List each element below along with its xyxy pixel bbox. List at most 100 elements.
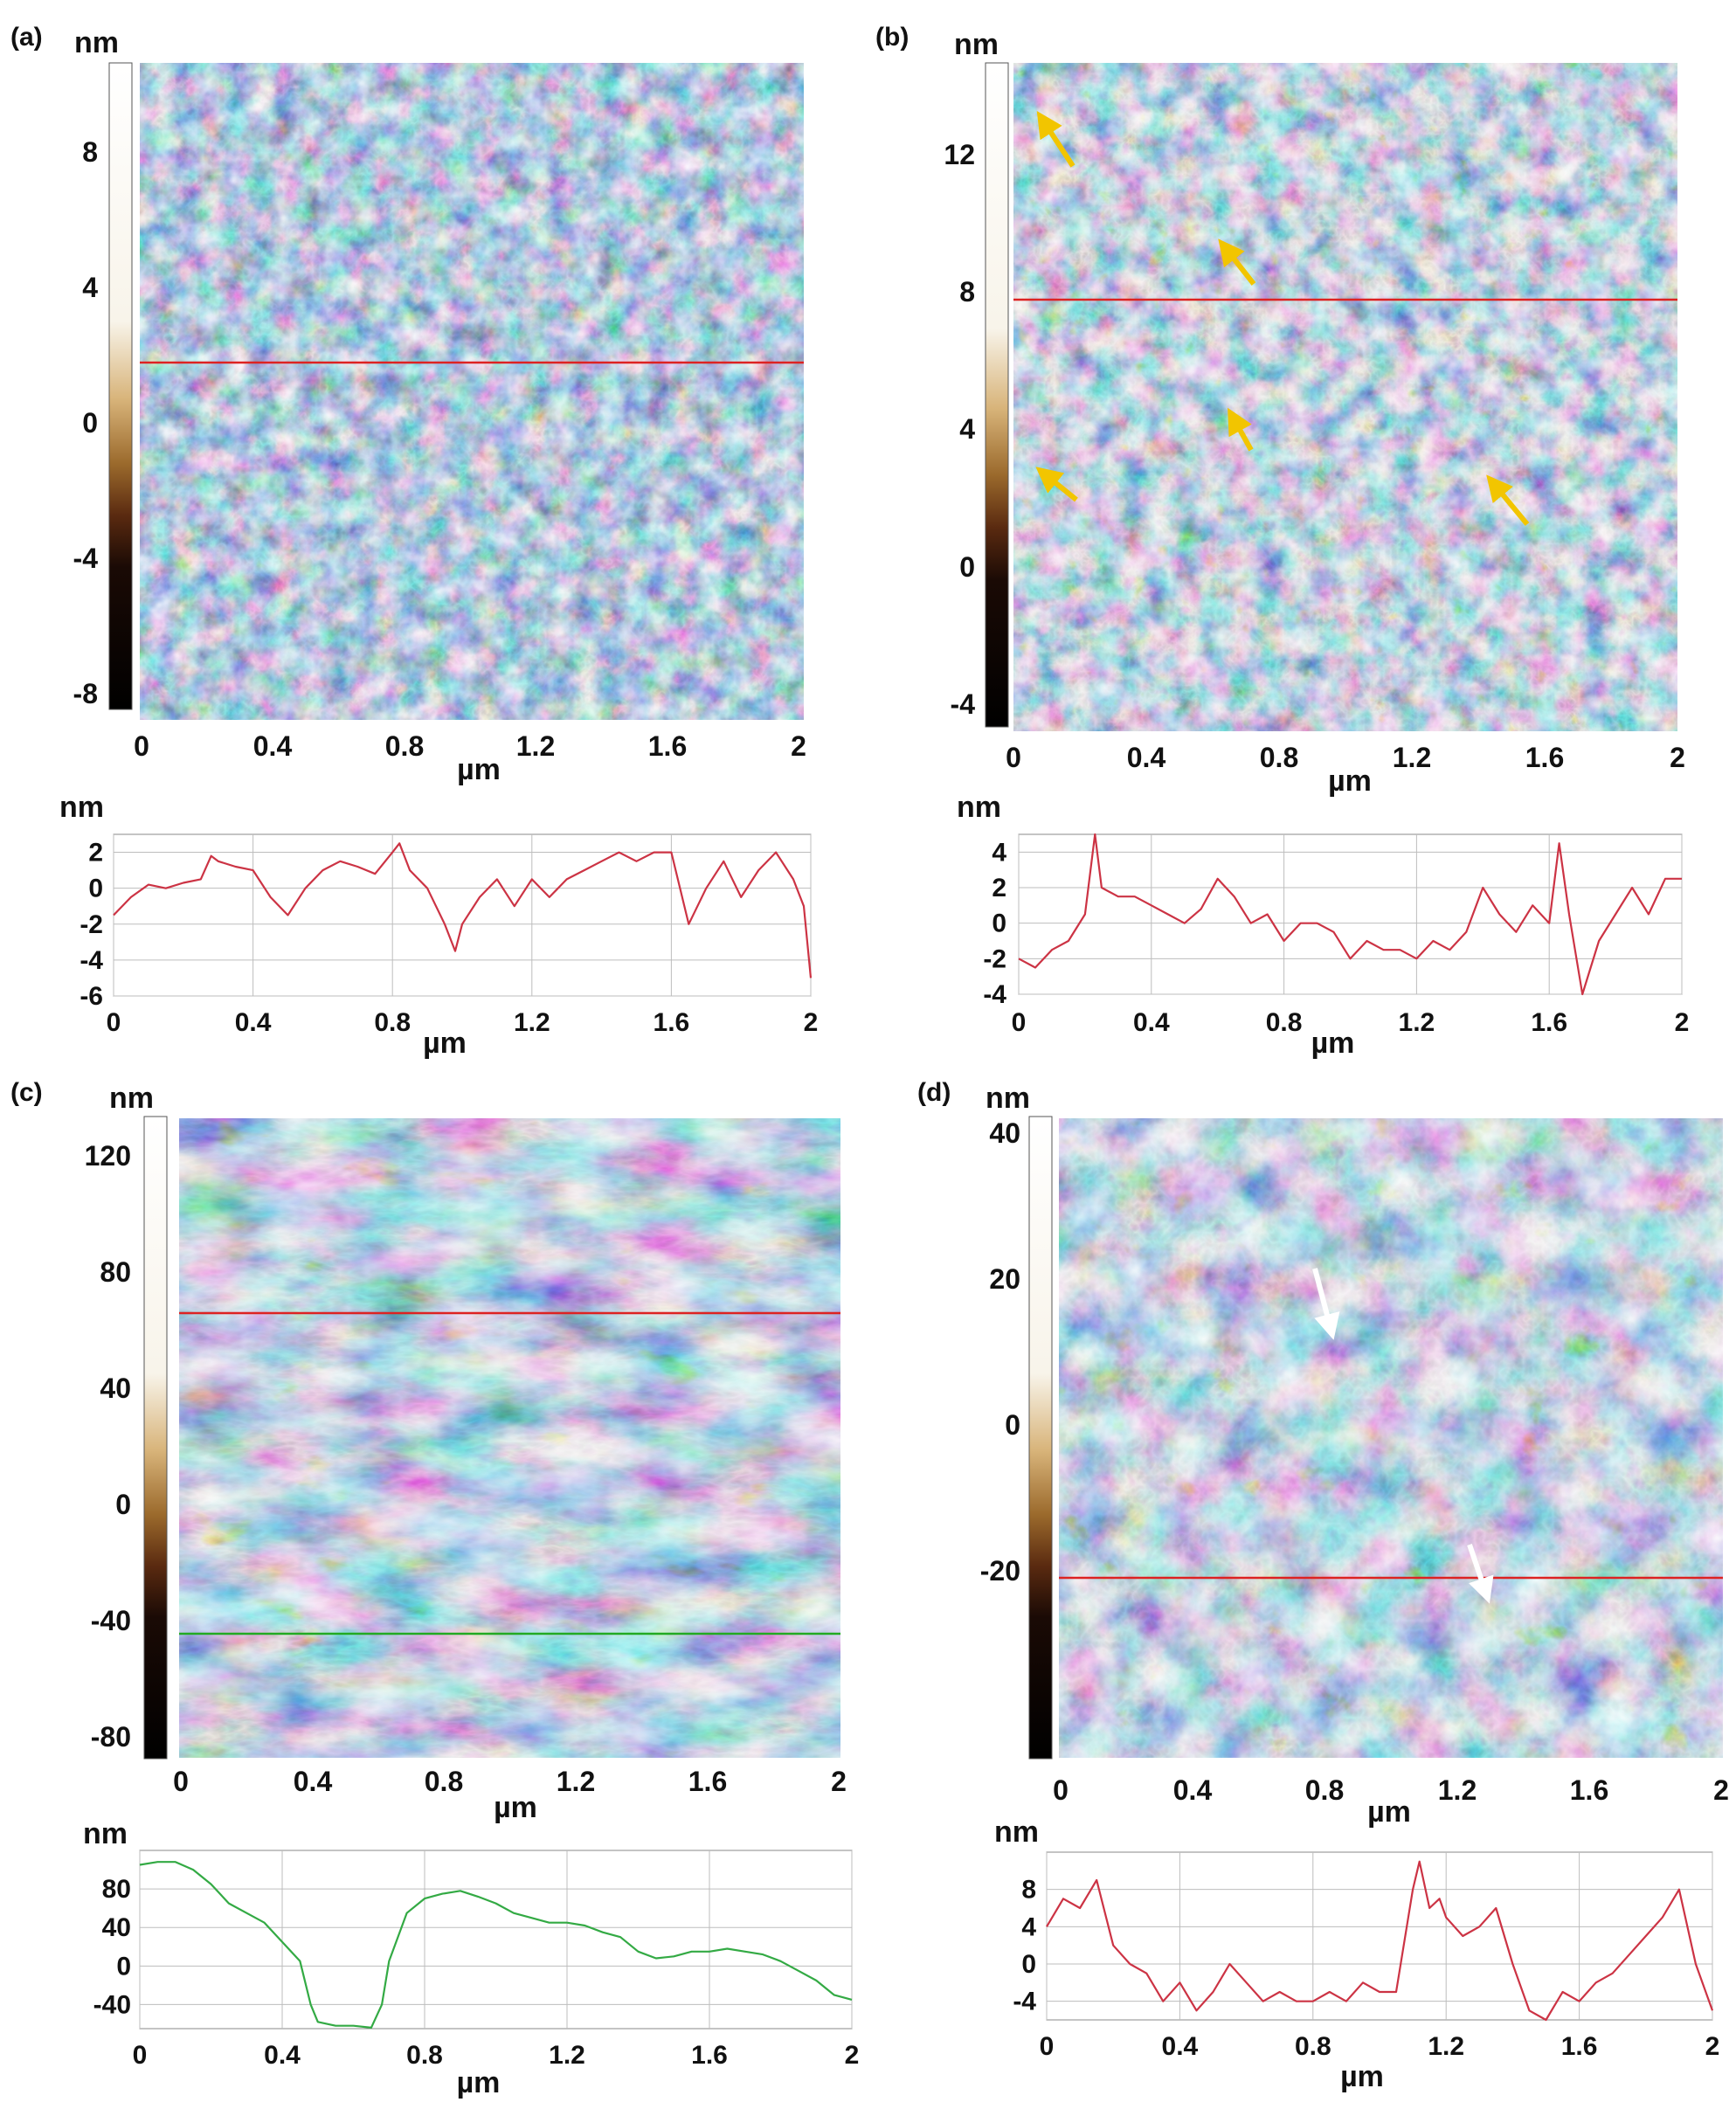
image-x-tick: 0.8 [385,730,424,762]
image-x-tick: 2 [1670,742,1685,773]
profile-x-tick: 0 [107,1008,121,1037]
profile-y-tick: -4 [80,946,103,975]
image-x-tick: 2 [791,730,806,762]
image-x-tick: 1.6 [688,1766,727,1797]
colorbar-unit: nm [986,1082,1030,1115]
profile-x-tick: 0.4 [235,1008,272,1037]
profile-y-tick: -2 [983,944,1006,973]
panel-label: (a) [10,23,43,52]
profile-x-tick: 1.2 [1399,1008,1435,1037]
colorbar-unit: nm [74,26,119,59]
image-x-ticks: 0 0.4 0.8 1.2 1.6 2 [134,730,806,762]
profile-x-tick: 0.8 [1266,1008,1303,1037]
image-x-tick: 1.6 [1570,1774,1608,1806]
profile-x-tick: 0.4 [1162,2032,1199,2061]
panel-a: (a) nm 8 4 0 -4 -8 0 0.4 0.8 1.2 1.6 2 µ… [10,23,806,786]
image-x-tick: 0.4 [253,730,293,762]
colorbar-tick: 12 [944,139,975,170]
profile-x-tick: 0 [1012,1008,1027,1037]
colorbar-tick: 80 [100,1256,131,1288]
image-x-ticks: 0 0.4 0.8 1.2 1.6 2 [1053,1774,1729,1806]
colorbar-ticks: 12 8 4 0 -4 [944,139,975,720]
colorbar-tick: -20 [980,1555,1020,1587]
colorbar-tick: -4 [951,688,976,720]
panel-label: (b) [875,23,909,52]
white-arrows [1312,1268,1494,1604]
colorbar [108,62,133,710]
panel-label: (c) [10,1078,43,1107]
colorbar-tick: 4 [959,413,975,445]
profile-y-tick: -40 [93,1990,131,2019]
image-x-tick: 1.6 [1525,742,1564,773]
profile-y-tick: 4 [992,838,1006,867]
colorbar-ticks: 8 4 0 -4 -8 [73,136,99,709]
colorbar-tick: -80 [91,1721,131,1753]
profile-y-tick: -6 [80,982,103,1011]
profile-y-tick: 40 [102,1913,131,1942]
image-x-tick: 1.2 [516,730,555,762]
profile-x-unit: µm [1311,1027,1355,1060]
profile-x-tick: 1.2 [514,1008,550,1037]
colorbar-ticks: 120 80 40 0 -40 -80 [85,1140,131,1753]
panel-c: (c) nm 120 80 40 0 -40 -80 0 0.4 0.8 1.2… [10,1078,847,1824]
image-x-tick: 0.4 [294,1766,333,1797]
profile-x-tick: 0.8 [1295,2032,1331,2061]
profile-y-tick: 2 [992,874,1006,902]
image-x-tick: 1.2 [1438,1774,1477,1806]
colorbar-tick: 0 [1005,1409,1020,1441]
profile-x-tick: 0.8 [406,2041,443,2070]
colorbar [143,1116,168,1760]
profile-y-tick: 8 [1021,1876,1036,1905]
profile-frame [1046,1851,1713,2021]
profile-y-tick: 80 [102,1875,131,1904]
colorbar-tick: 40 [100,1373,131,1404]
profile-series-line [1046,1860,1714,2022]
yellow-arrow-icon [1486,474,1530,526]
image-x-unit: µm [457,753,501,786]
profile-x-unit: µm [1340,2060,1384,2093]
image-x-tick: 0 [1006,742,1021,773]
afm-height-map [1059,1118,1723,1758]
image-x-tick: 2 [831,1766,847,1797]
profile-y-unit: nm [994,1815,1039,1849]
colorbar-ticks: 40 20 0 -20 [980,1117,1020,1587]
image-x-unit: µm [494,1791,537,1824]
yellow-arrow-icon [1218,239,1256,286]
profile-y-tick: -2 [80,910,103,939]
profile-y-unit: nm [957,791,1001,824]
image-x-tick: 0.8 [1260,742,1298,773]
profile-y-tick: 0 [1021,1950,1036,1979]
colorbar [985,62,1009,728]
image-x-tick: 0 [173,1766,189,1797]
colorbar-unit: nm [109,1082,154,1115]
profile-x-tick: 1.6 [654,1008,690,1037]
profile-x-tick: 0.4 [1133,1008,1170,1037]
profile-x-tick: 1.6 [1561,2032,1598,2061]
profile-x-tick: 1.6 [691,2041,728,2070]
profile-x-unit: µm [457,2066,501,2099]
profile-x-tick: 0.8 [374,1008,411,1037]
profile-y-tick: 0 [88,875,103,903]
yellow-arrows [1035,110,1530,526]
colorbar-tick: 20 [989,1263,1020,1295]
colorbar-tick: 120 [85,1140,131,1172]
panel-b: (b) nm 12 8 4 0 -4 0 0.4 0.8 1.2 1.6 2 µ… [875,23,1685,798]
profile-y-unit: nm [59,791,104,824]
profile-x-tick: 2 [1705,2032,1720,2061]
image-x-tick: 2 [1713,1774,1729,1806]
profile-y-tick: 2 [88,839,103,868]
profile-x-tick: 1.6 [1531,1008,1567,1037]
colorbar-tick: -40 [91,1605,131,1636]
image-x-tick: 1.2 [1393,742,1431,773]
colorbar-unit: nm [954,28,999,61]
afm-height-map [1013,63,1677,731]
profile-y-tick: -4 [983,980,1006,1009]
profile-x-tick: 1.2 [1428,2032,1464,2061]
profile-y-tick: -4 [1013,1988,1036,2016]
profile-y-tick: 4 [1021,1912,1036,1941]
profile-y-unit: nm [83,1817,128,1850]
